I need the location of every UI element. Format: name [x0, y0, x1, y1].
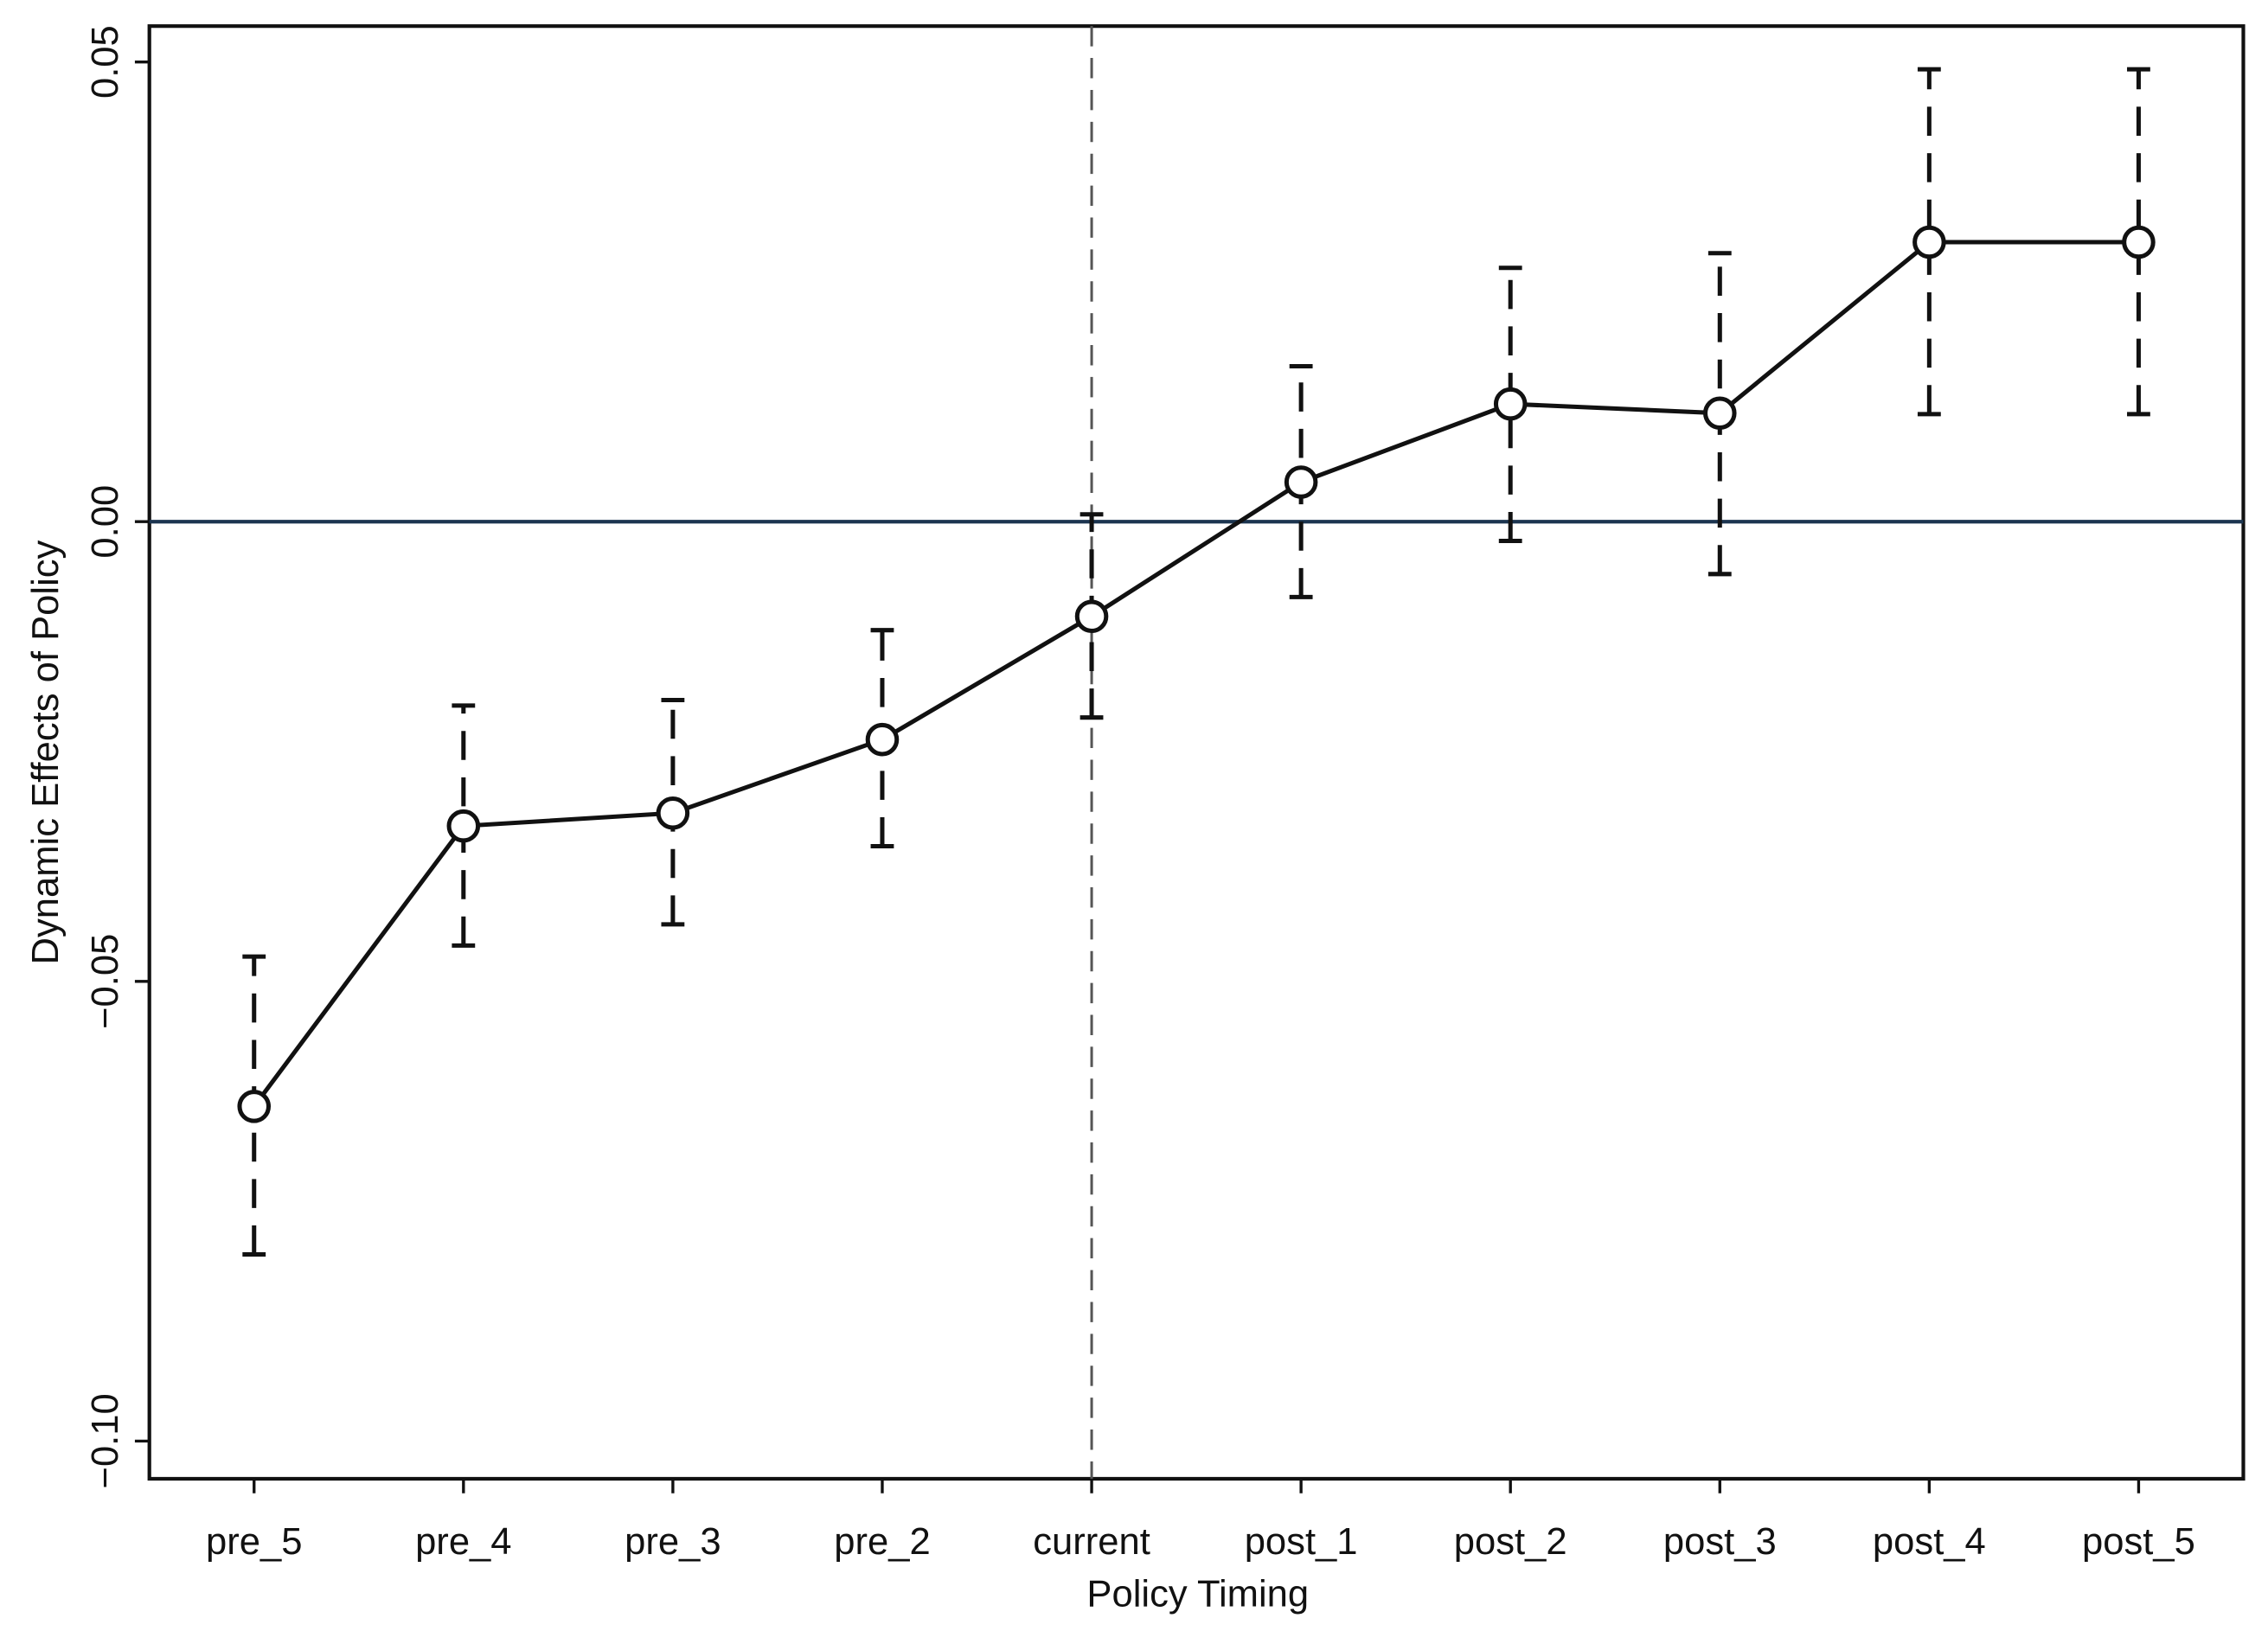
- x-tick-label: current: [1033, 1521, 1150, 1563]
- x-axis-title: Policy Timing: [1086, 1574, 1309, 1615]
- point-marker: [1703, 396, 1737, 431]
- point-marker: [656, 796, 690, 830]
- x-tick-label: pre_3: [625, 1521, 721, 1563]
- x-tick-label: post_2: [1454, 1521, 1567, 1563]
- x-tick-label: post_1: [1245, 1521, 1358, 1563]
- x-tick-label: post_4: [1873, 1521, 1986, 1563]
- point-marker: [237, 1090, 272, 1123]
- point-marker: [1074, 599, 1109, 634]
- y-tick-label: 0.00: [85, 485, 126, 559]
- x-tick-label: post_3: [1663, 1521, 1777, 1563]
- x-tick-label: pre_2: [834, 1521, 930, 1563]
- point-marker: [865, 722, 900, 757]
- x-tick-label: post_5: [2082, 1521, 2195, 1563]
- estimate-line: [252, 240, 2139, 1108]
- x-tick-label: pre_4: [415, 1521, 511, 1563]
- point-marker: [2122, 225, 2156, 259]
- y-tick-label: −0.10: [85, 1393, 126, 1488]
- point-marker: [446, 809, 481, 843]
- y-tick-label: 0.05: [85, 25, 126, 99]
- y-axis-title: Dynamic Effects of Policy: [25, 540, 67, 964]
- point-marker: [1284, 465, 1318, 499]
- point-marker: [1493, 387, 1528, 421]
- point-marker: [1912, 225, 1946, 259]
- x-tick-label: pre_5: [206, 1521, 302, 1563]
- plot-frame: [147, 24, 2246, 1481]
- y-tick-label: −0.05: [85, 934, 126, 1029]
